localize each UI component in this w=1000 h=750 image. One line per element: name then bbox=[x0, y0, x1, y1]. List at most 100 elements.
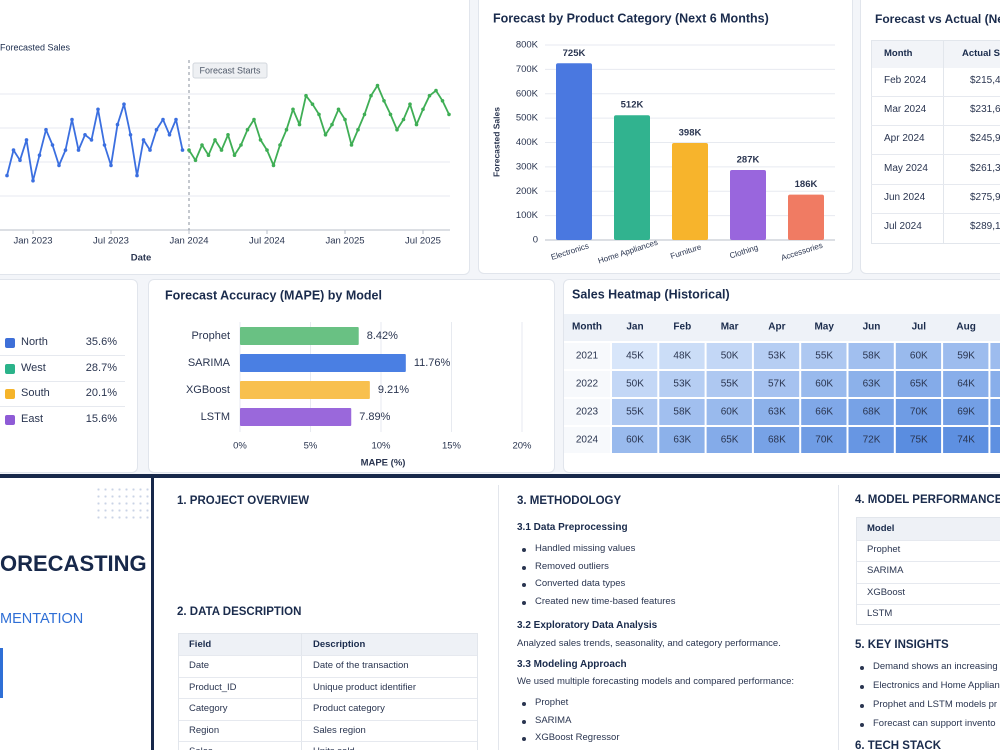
line-point bbox=[304, 93, 308, 98]
value-label: 9.21% bbox=[378, 384, 409, 396]
heat-cell-edge bbox=[990, 399, 1000, 425]
row-label: 2023 bbox=[576, 407, 599, 418]
column-label: Aug bbox=[956, 322, 975, 333]
line-point bbox=[408, 102, 412, 106]
bullet bbox=[860, 685, 864, 689]
y-tick-label: 400K bbox=[516, 137, 539, 148]
heat-cell bbox=[943, 427, 989, 453]
heat-cell bbox=[895, 371, 942, 397]
cell-label: 50K bbox=[626, 379, 644, 390]
table-header-bg bbox=[857, 518, 1000, 540]
table-header: Model bbox=[867, 523, 895, 534]
cell-label: 74K bbox=[957, 435, 975, 446]
table-cell: Mar 2024 bbox=[884, 104, 927, 116]
annotation: Forecast Starts bbox=[199, 65, 261, 75]
region-swatch bbox=[5, 415, 15, 426]
bullet-text: Prophet bbox=[535, 697, 569, 708]
line-point bbox=[369, 93, 373, 98]
cell-label: 72K bbox=[863, 435, 881, 446]
heat-cell bbox=[659, 371, 705, 397]
paragraph: We used multiple forecasting models and … bbox=[517, 676, 795, 687]
table-header: Actual Sa bbox=[962, 48, 1000, 59]
line-point bbox=[291, 107, 295, 112]
region-name: East bbox=[21, 413, 44, 426]
table-header: Description bbox=[313, 639, 366, 650]
document-area bbox=[0, 477, 1000, 750]
column-divider bbox=[301, 633, 302, 750]
table-cell: Jul 2024 bbox=[884, 221, 922, 232]
line-point bbox=[226, 133, 230, 137]
column-label: Feb bbox=[673, 322, 691, 333]
row-header bbox=[564, 399, 610, 425]
line-point bbox=[154, 127, 159, 132]
region-separator bbox=[0, 406, 125, 408]
y-tick-label: LSTM bbox=[201, 411, 230, 423]
table-cell: $245,9 bbox=[970, 133, 1000, 145]
region-separator bbox=[0, 355, 125, 356]
line-point bbox=[395, 127, 399, 132]
region-swatch bbox=[5, 338, 15, 348]
bullet-text: Converted data types bbox=[535, 578, 626, 589]
row-separator bbox=[857, 603, 1000, 605]
cell-label: 68K bbox=[768, 435, 786, 446]
line-point bbox=[356, 127, 360, 132]
row-header bbox=[564, 343, 610, 369]
bullet-text: Demand shows an increasing bbox=[873, 661, 998, 672]
bar bbox=[240, 327, 359, 345]
x-tick-label: Home Appliances bbox=[597, 238, 659, 266]
section-heading: 2. DATA DESCRIPTION bbox=[177, 606, 302, 618]
bullet-text: SARIMA bbox=[535, 714, 572, 726]
region-name: North bbox=[21, 336, 48, 348]
bullet bbox=[522, 583, 526, 587]
cell-label: 70K bbox=[815, 435, 833, 446]
heat-cell bbox=[659, 343, 705, 369]
value-label: 7.89% bbox=[359, 411, 390, 423]
heat-cell bbox=[612, 427, 658, 453]
row-separator bbox=[179, 719, 477, 721]
table-cell: Region bbox=[189, 724, 220, 736]
line-point bbox=[180, 148, 185, 152]
cell-label: 70K bbox=[910, 407, 928, 418]
x-tick-label: Clothing bbox=[729, 243, 760, 261]
line-point bbox=[161, 117, 165, 122]
line-point bbox=[167, 133, 172, 137]
row-label: 2024 bbox=[576, 435, 599, 446]
bar bbox=[788, 194, 824, 240]
line-point bbox=[206, 153, 211, 157]
line-point bbox=[297, 122, 302, 127]
table-cell: Prophet bbox=[867, 544, 901, 555]
charts-layer: Jan 2023 Jul 2023 Jan 2024 Jul 2024 Jan 2025… bbox=[0, 11, 1000, 469]
cell-label: 58K bbox=[673, 407, 691, 418]
table-cell: Sales region bbox=[313, 724, 366, 736]
subsection-heading: 3.2 Exploratory Data Analysis bbox=[517, 620, 658, 631]
line-point bbox=[414, 122, 419, 127]
line-point bbox=[343, 117, 347, 122]
table-cell: Feb 2024 bbox=[884, 75, 927, 86]
cell-label: 45K bbox=[626, 351, 644, 362]
y-tick-label: Prophet bbox=[191, 330, 230, 342]
value-label: 725K bbox=[563, 48, 586, 59]
cell-label: 60K bbox=[626, 435, 644, 446]
column-label: Jun bbox=[863, 322, 881, 333]
line-point bbox=[271, 163, 276, 168]
line-point bbox=[89, 138, 94, 142]
heat-cell bbox=[895, 343, 942, 369]
line-point bbox=[11, 148, 16, 152]
document-side-rule bbox=[151, 478, 154, 750]
heat-cell bbox=[659, 399, 705, 425]
line-series bbox=[6, 103, 184, 182]
bullet bbox=[522, 719, 526, 724]
line-point bbox=[219, 148, 224, 152]
bar bbox=[614, 115, 650, 240]
table-cell: Date bbox=[189, 660, 210, 671]
cell-label: 65K bbox=[910, 379, 928, 390]
table-cell: Units sold bbox=[313, 746, 355, 750]
row-label: 2022 bbox=[576, 379, 599, 390]
heat-cell bbox=[706, 343, 752, 369]
line-point bbox=[63, 148, 68, 152]
line-point bbox=[375, 83, 380, 88]
section-heading: 5. KEY INSIGHTS bbox=[855, 639, 949, 651]
heat-cell bbox=[612, 371, 658, 397]
section-heading: 6. TECH STACK bbox=[855, 740, 942, 750]
